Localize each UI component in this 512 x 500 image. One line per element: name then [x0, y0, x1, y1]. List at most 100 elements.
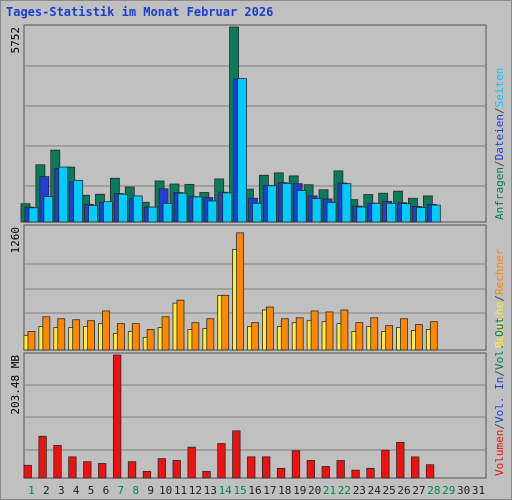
legend-middle: Besuche/Rechner [493, 248, 506, 348]
bar-seiten-day-28 [430, 204, 441, 223]
legend-item-seiten: Seiten [493, 68, 506, 108]
bar-seiten-day-2 [43, 196, 54, 223]
bar-seiten-day-22 [341, 183, 352, 223]
panel-middle-max-label: 1260 [9, 227, 22, 254]
bar-rechner-day-23 [355, 322, 364, 351]
bar-volumen-day-28 [425, 464, 435, 479]
bar-volumen-day-1 [23, 464, 32, 479]
x-tick-label-day-25: 25 [383, 484, 396, 497]
panel-bottom-max-label: 203.48 MB [9, 355, 22, 415]
bar-rechner-day-13 [206, 318, 215, 351]
legend-separator: / [493, 160, 506, 167]
bar-rechner-day-19 [295, 317, 304, 351]
x-tick-label-day-10: 10 [159, 484, 172, 497]
bar-seiten-day-18 [281, 182, 292, 223]
bar-volumen-day-10 [157, 458, 166, 479]
series-besuche [23, 249, 434, 351]
bar-rechner-day-16 [251, 322, 259, 351]
bar-rechner-day-24 [370, 317, 379, 351]
bar-rechner-day-15 [236, 232, 245, 351]
bar-rechner-day-5 [87, 320, 95, 351]
bar-seiten-day-20 [311, 198, 322, 223]
bar-seiten-day-1 [28, 207, 39, 223]
bar-seiten-day-5 [88, 204, 98, 223]
bar-seiten-day-24 [371, 202, 382, 223]
bar-rechner-day-27 [415, 324, 423, 351]
panel-bottom-plot-area [23, 352, 487, 479]
x-tick-label-day-2: 2 [43, 484, 50, 497]
bar-volumen-day-7 [112, 354, 122, 479]
legend-item-vol-out: Vol. Out [493, 317, 506, 370]
bar-volumen-day-18 [276, 467, 286, 479]
x-tick-label-day-15: 15 [233, 484, 246, 497]
bar-seiten-day-15 [237, 78, 248, 223]
bar-volumen-day-24 [366, 467, 375, 479]
x-tick-label-day-13: 13 [204, 484, 217, 497]
bar-volumen-day-17 [261, 456, 271, 479]
x-tick-label-day-14: 14 [219, 484, 233, 497]
x-tick-label-day-12: 12 [189, 484, 202, 497]
x-tick-label-day-17: 17 [263, 484, 276, 497]
legend-separator: / [493, 107, 506, 114]
x-tick-label-day-5: 5 [88, 484, 95, 497]
x-tick-label-day-8: 8 [132, 484, 139, 497]
x-tick-label-day-24: 24 [368, 484, 382, 497]
legend-separator: / [493, 295, 506, 302]
bar-seiten-day-17 [266, 185, 277, 223]
bar-seiten-day-7 [117, 193, 128, 223]
bar-seiten-day-3 [58, 166, 69, 223]
bar-seiten-day-8 [132, 195, 143, 223]
bar-seiten-day-12 [192, 196, 203, 223]
bar-seiten-day-25 [386, 202, 397, 223]
bar-rechner-day-22 [340, 309, 349, 351]
bar-rechner-day-3 [57, 318, 66, 351]
x-tick-label-day-7: 7 [118, 484, 125, 497]
x-tick-label-day-1: 1 [28, 484, 35, 497]
bar-seiten-day-9 [147, 206, 158, 223]
bar-rechner-day-17 [265, 306, 274, 351]
bar-volumen-day-5 [83, 461, 92, 479]
bar-rechner-day-8 [131, 323, 140, 351]
x-tick-label-day-27: 27 [412, 484, 425, 497]
bar-rechner-day-28 [429, 321, 438, 351]
legend-top: Anfragen/Dateien/Seiten [493, 68, 506, 220]
x-tick-label-day-22: 22 [338, 484, 351, 497]
bar-volumen-day-4 [68, 456, 77, 479]
bar-volumen-day-22 [336, 460, 345, 479]
bar-volumen-day-27 [411, 456, 420, 479]
series-seiten [28, 78, 441, 223]
legend-item-anfragen: Anfragen [493, 167, 506, 220]
bar-volumen-day-20 [306, 460, 316, 479]
bar-seiten-day-11 [177, 192, 188, 223]
x-tick-label-day-3: 3 [58, 484, 65, 497]
bar-volumen-day-14 [217, 443, 226, 479]
bar-seiten-day-4 [73, 179, 84, 223]
panel-top-max-label: 5752 [9, 27, 22, 54]
bar-volumen-day-26 [396, 441, 405, 479]
bar-seiten-day-16 [252, 202, 262, 223]
bar-rechner-day-25 [385, 325, 394, 351]
bar-volumen-day-3 [53, 444, 62, 479]
panel-top-plot-area [23, 24, 487, 223]
bar-rechner-day-14 [221, 294, 230, 351]
bar-rechner-day-20 [310, 310, 319, 351]
bar-seiten-day-21 [326, 201, 337, 223]
bar-rechner-day-11 [176, 299, 185, 351]
svg-text:Besuche/Rechner: Besuche/Rechner [493, 248, 506, 348]
bar-rechner-day-18 [280, 318, 289, 351]
bar-seiten-day-19 [296, 190, 307, 223]
chart-legend: Anfragen/Dateien/SeitenBesuche/RechnerVo… [493, 68, 506, 476]
bar-volumen-day-21 [321, 466, 330, 479]
svg-text:Anfragen/Dateien/Seiten: Anfragen/Dateien/Seiten [493, 68, 506, 220]
bar-rechner-day-12 [191, 322, 200, 351]
bar-volumen-day-15 [232, 430, 241, 479]
bar-volumen-day-11 [172, 460, 181, 479]
legend-separator: / [493, 423, 506, 430]
x-tick-label-day-23: 23 [353, 484, 366, 497]
legend-item-dateien: Dateien [493, 114, 506, 160]
series-volumen [23, 354, 435, 479]
bar-volumen-day-8 [127, 461, 137, 479]
bar-rechner-day-21 [325, 311, 334, 351]
legend-item-volumen: Volumen [493, 430, 506, 476]
